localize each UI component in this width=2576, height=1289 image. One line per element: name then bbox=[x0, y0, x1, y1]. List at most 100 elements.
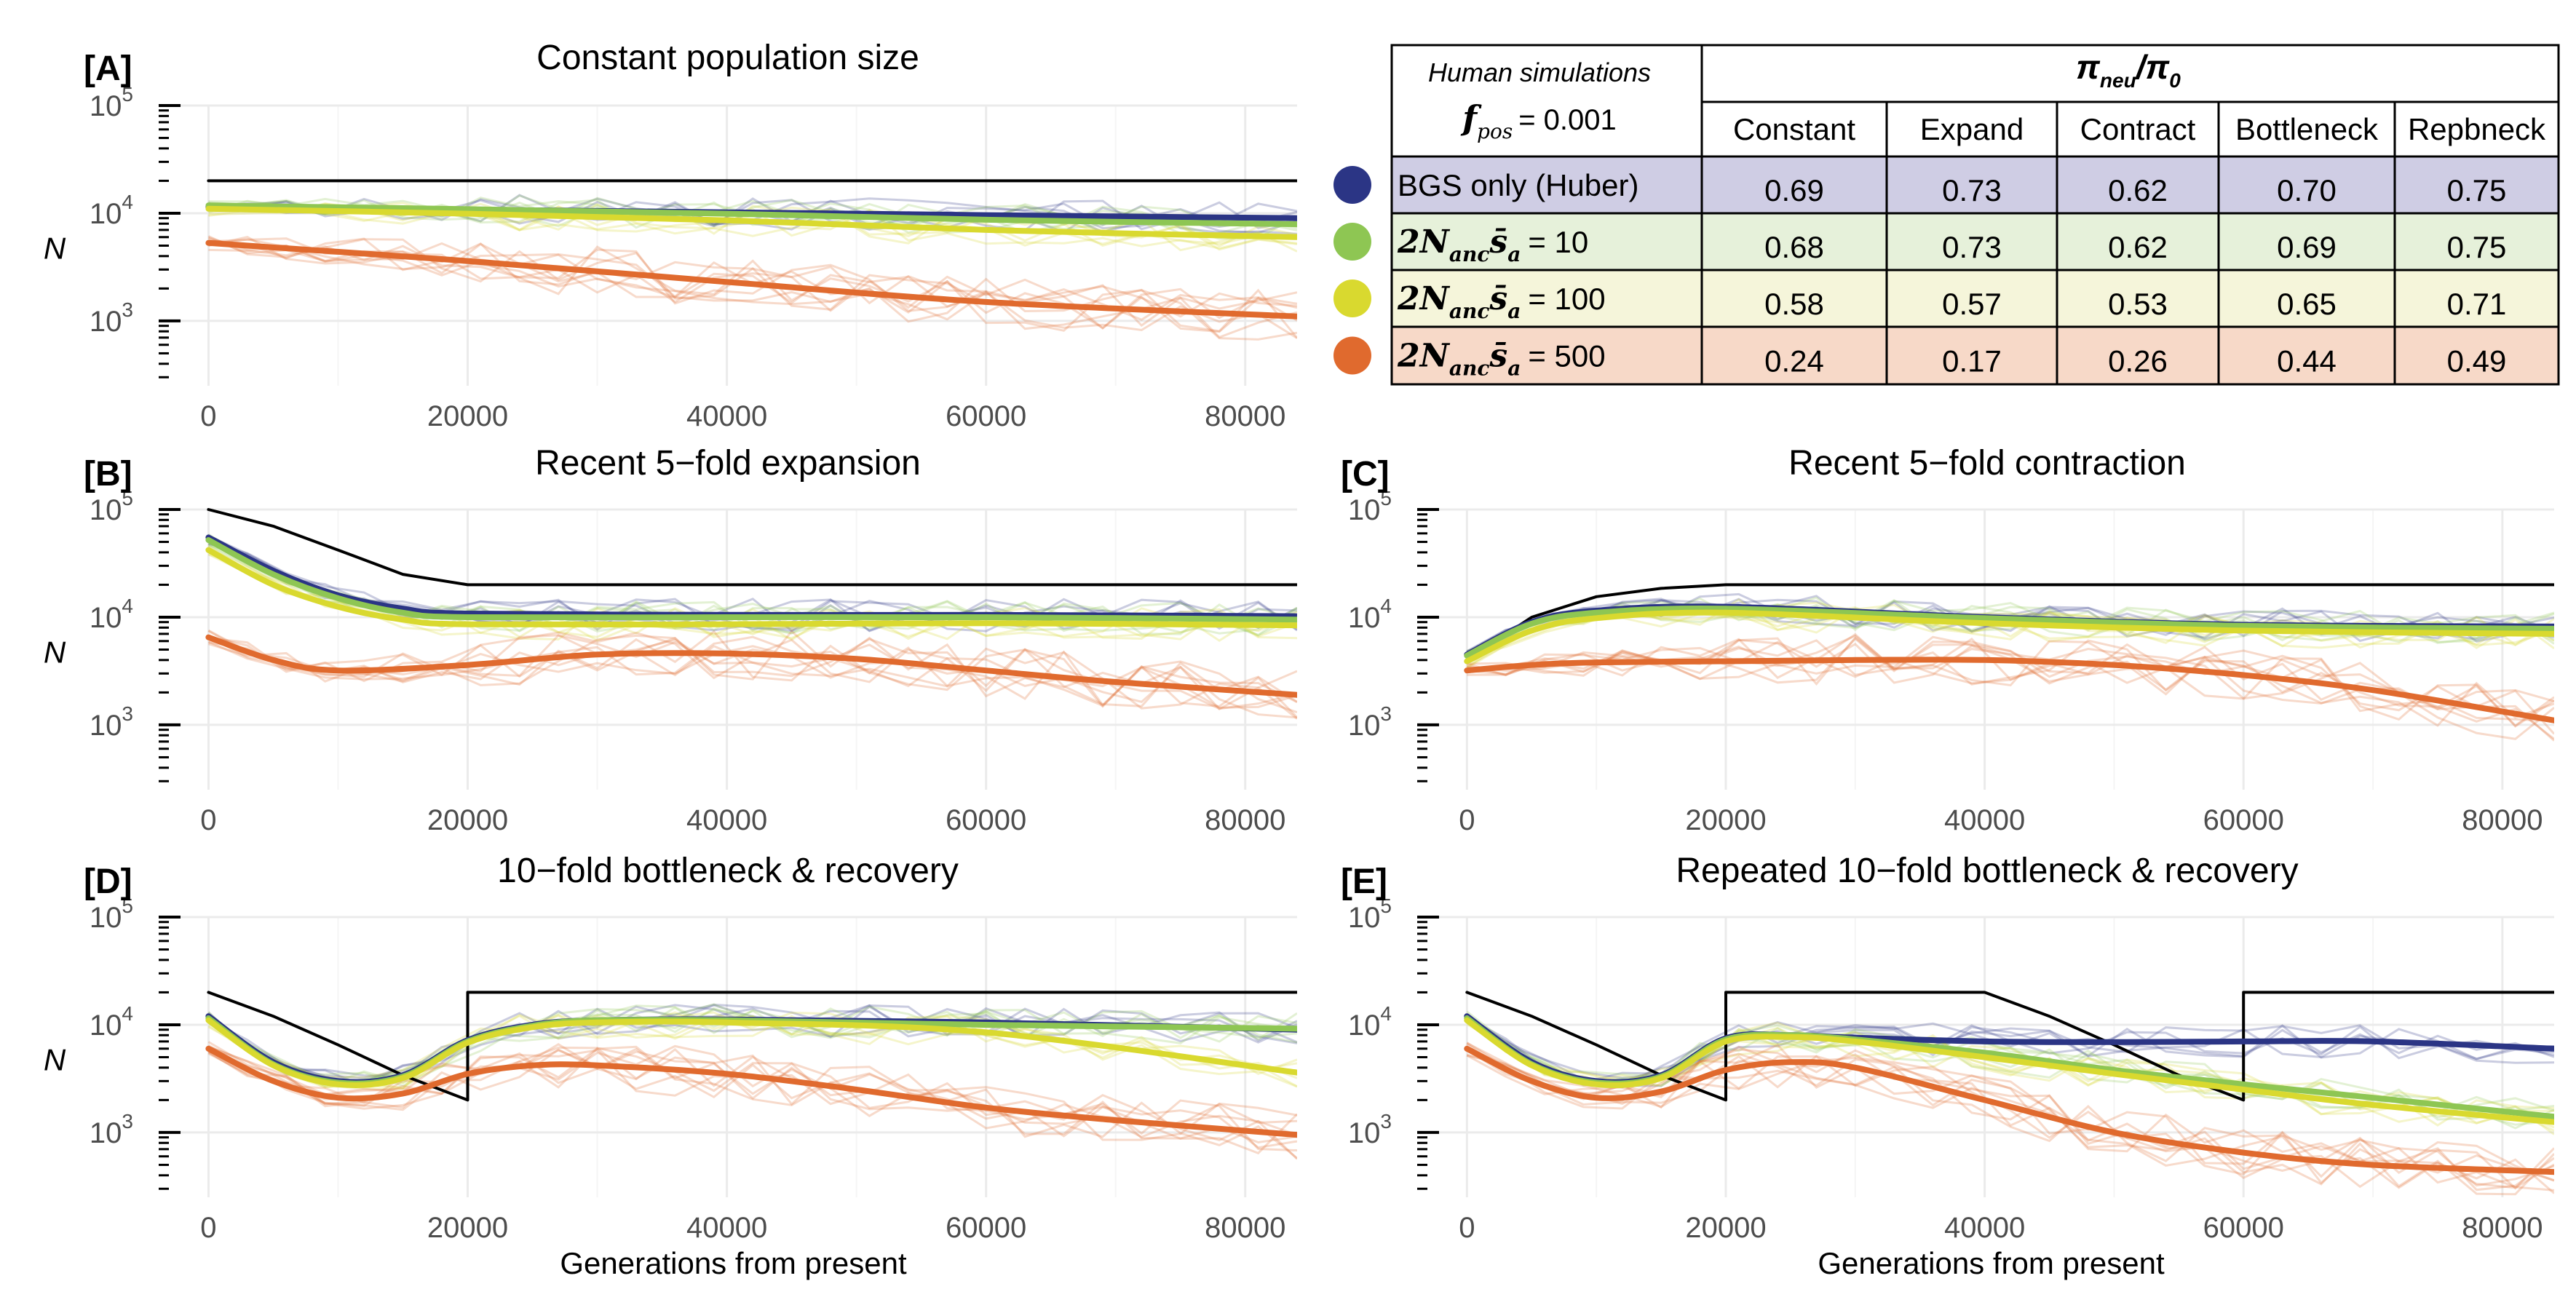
replicate-s500 bbox=[208, 637, 1297, 720]
x-axis-label: Generations from present bbox=[1818, 1246, 2165, 1280]
panel-label: [A] bbox=[84, 49, 132, 88]
series-s500 bbox=[205, 239, 1297, 320]
replicate-s500 bbox=[1466, 1042, 2554, 1194]
x-tick-label: 0 bbox=[1459, 804, 1475, 836]
series-s100 bbox=[1464, 1017, 2554, 1125]
y-tick-label: 103 bbox=[90, 1110, 133, 1149]
replicate-bgs bbox=[1466, 1020, 2554, 1089]
replicate-bgs bbox=[207, 1003, 1297, 1088]
replicate-s500 bbox=[208, 237, 1297, 318]
replicate-s500 bbox=[1467, 632, 2554, 727]
x-tick-label: 20000 bbox=[427, 1212, 508, 1244]
replicate-s500 bbox=[207, 1046, 1297, 1149]
table-cell-value: 0.49 bbox=[2447, 344, 2507, 378]
series-demography bbox=[1465, 991, 2554, 1102]
replicate-s500 bbox=[207, 629, 1297, 710]
x-tick-label: 0 bbox=[1459, 1212, 1475, 1244]
legend-dot-s100 bbox=[1333, 279, 1371, 317]
x-tick-label: 20000 bbox=[1685, 1212, 1766, 1244]
replicate-s500 bbox=[1467, 634, 2554, 740]
x-tick-label: 80000 bbox=[2462, 1212, 2543, 1244]
x-tick-label: 20000 bbox=[1685, 804, 1766, 836]
replicate-s500 bbox=[208, 242, 1297, 339]
table-cell-value: 0.75 bbox=[2447, 230, 2507, 264]
y-tick-label: 104 bbox=[90, 1002, 133, 1042]
replicate-s500 bbox=[1466, 1043, 2554, 1187]
table-cell-value: 0.73 bbox=[1942, 173, 2002, 207]
table-cell-value: 0.71 bbox=[2447, 287, 2507, 321]
table-cell-value: 0.65 bbox=[2277, 287, 2337, 321]
ratio-table: Human simulations fpos = 0.001 πneu/π0 Co… bbox=[1333, 44, 2560, 386]
y-axis: 103 104 105 bbox=[90, 83, 181, 378]
replicate-bgs bbox=[1466, 1016, 2554, 1084]
table-row-fill bbox=[1392, 156, 2559, 213]
y-tick-label: 105 bbox=[90, 83, 133, 122]
y-tick-label: 103 bbox=[1348, 1110, 1392, 1149]
replicate-s500 bbox=[208, 240, 1297, 341]
table-row-fill bbox=[1392, 327, 2559, 384]
replicate-bgs bbox=[207, 1007, 1297, 1084]
replicate-s500 bbox=[207, 1045, 1297, 1141]
y-tick-label: 104 bbox=[90, 595, 133, 634]
series-s10 bbox=[1464, 605, 2554, 659]
y-tick-label: 103 bbox=[90, 702, 133, 742]
series-s500 bbox=[1464, 1045, 2554, 1175]
x-tick-label: 80000 bbox=[1205, 1212, 1285, 1244]
table-cell-value: 0.62 bbox=[2108, 230, 2168, 264]
x-tick-label: 60000 bbox=[946, 804, 1026, 836]
x-tick-label: 0 bbox=[200, 804, 216, 836]
x-tick-label: 40000 bbox=[686, 1212, 767, 1244]
x-tick-label: 40000 bbox=[1944, 1212, 2025, 1244]
table-cell-value: 0.26 bbox=[2108, 344, 2168, 378]
y-tick-label: 103 bbox=[90, 298, 133, 338]
y-tick-label: 104 bbox=[1348, 595, 1392, 634]
y-tick-label: 104 bbox=[90, 191, 133, 230]
panel-a: 103 104 105 0 20000 40000 60000 80000 Constant p… bbox=[44, 39, 1297, 432]
y-axis: 103 104 105 bbox=[90, 487, 181, 782]
x-axis-label: Generations from present bbox=[560, 1246, 907, 1280]
table-cell-value: 0.69 bbox=[2277, 230, 2337, 264]
y-axis-label: N bbox=[44, 231, 66, 266]
replicate-s500 bbox=[207, 237, 1297, 339]
y-tick-label: 103 bbox=[1348, 702, 1392, 742]
x-tick-label: 20000 bbox=[427, 400, 508, 432]
x-tick-label: 0 bbox=[200, 400, 216, 432]
table-row-label: 2Nancs̄a = 500 bbox=[1397, 338, 1606, 381]
series-s10 bbox=[205, 202, 1297, 228]
panel-c: 103 104 105 0 20000 40000 60000 80000 Recent 5−f… bbox=[1341, 444, 2554, 836]
replicate-s100 bbox=[207, 1011, 1297, 1090]
series-lines bbox=[1464, 583, 2554, 723]
table-cell-value: 0.69 bbox=[1764, 173, 1824, 207]
table-cell-value: 0.44 bbox=[2277, 344, 2337, 378]
x-tick-label: 40000 bbox=[1944, 804, 2025, 836]
y-axis-label: N bbox=[44, 1043, 66, 1077]
replicate-s500 bbox=[1466, 1046, 2554, 1191]
replicate-s500 bbox=[1466, 640, 2554, 728]
y-axis: 103 104 105 bbox=[90, 895, 181, 1190]
y-axis-label: N bbox=[44, 635, 66, 670]
series-s500 bbox=[1464, 657, 2554, 723]
x-tick-label: 80000 bbox=[1205, 804, 1285, 836]
x-tick-label: 40000 bbox=[686, 400, 767, 432]
y-tick-label: 105 bbox=[90, 487, 133, 526]
x-tick-label: 0 bbox=[200, 1212, 216, 1244]
table-header-italic: Human simulations bbox=[1428, 57, 1651, 87]
x-tick-label: 60000 bbox=[2203, 1212, 2284, 1244]
panel-b: 103 104 105 0 20000 40000 60000 80000 Recent 5−f… bbox=[44, 444, 1297, 836]
replicate-bgs bbox=[1466, 1013, 2554, 1087]
y-tick-label: 104 bbox=[1348, 1002, 1392, 1042]
table-cell-value: 0.58 bbox=[1764, 287, 1824, 321]
replicate-s500 bbox=[1466, 1049, 2554, 1185]
table-cell-value: 0.24 bbox=[1764, 344, 1824, 378]
panel-e: 103 104 105 0 20000 40000 60000 80000 Repeated 1… bbox=[1341, 852, 2554, 1280]
panel-title: Repeated 10−fold bottleneck & recovery bbox=[1676, 852, 2298, 890]
replicate-s500 bbox=[208, 630, 1297, 707]
y-axis: 103 104 105 bbox=[1348, 895, 1439, 1190]
replicate-s500 bbox=[1467, 638, 2554, 740]
y-tick-label: 105 bbox=[1348, 895, 1392, 934]
chart-panels: 103 104 105 0 20000 40000 60000 80000 Constant p… bbox=[44, 39, 2554, 1280]
series-lines bbox=[205, 179, 1297, 320]
panel-d: 103 104 105 0 20000 40000 60000 80000 10−fold bo… bbox=[44, 852, 1297, 1280]
y-tick-label: 105 bbox=[90, 895, 133, 934]
replicate-bgs bbox=[1466, 595, 2554, 654]
